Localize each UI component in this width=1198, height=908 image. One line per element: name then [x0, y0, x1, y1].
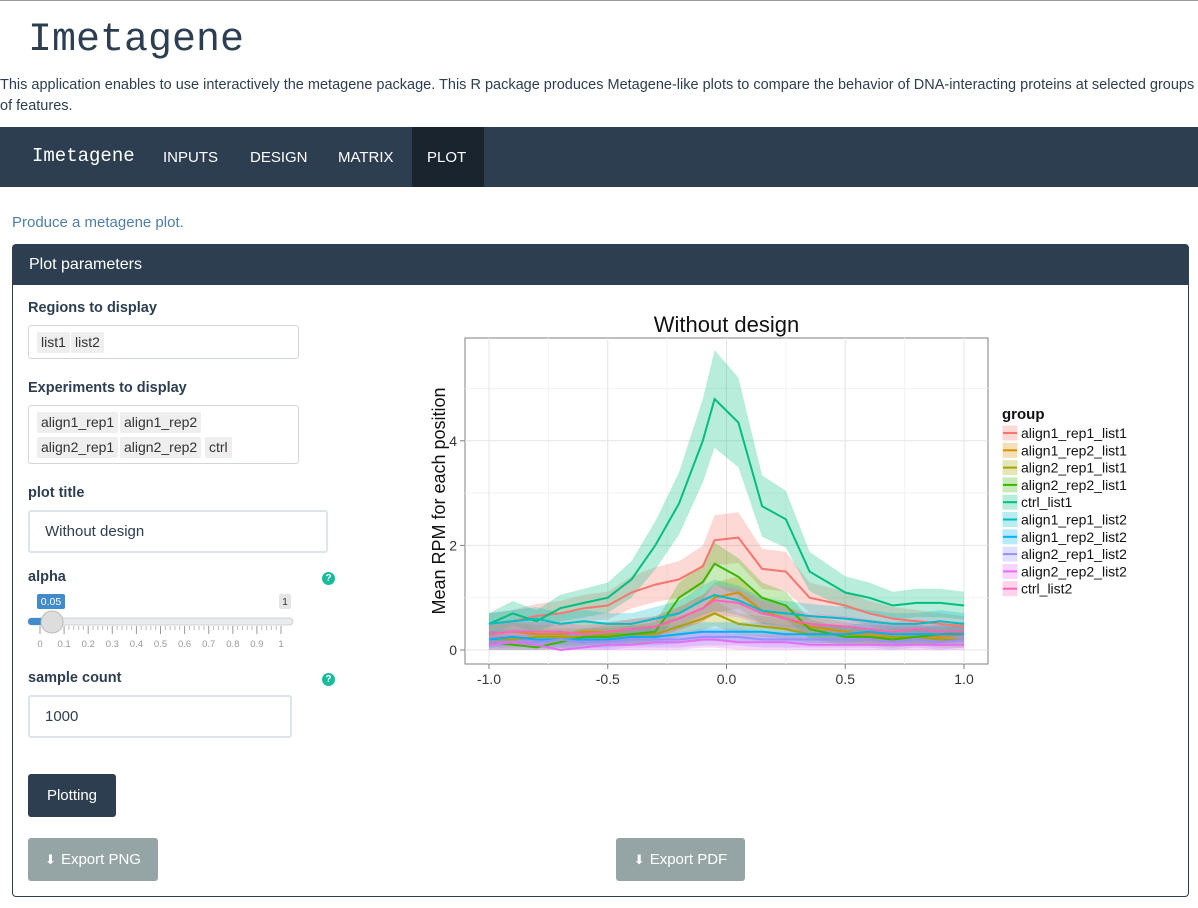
experiments-select[interactable]: align1_rep1 align1_rep2 align2_rep1 alig…: [28, 405, 299, 464]
slider-tick-label: 0: [37, 639, 42, 650]
x-tick-label: 0.0: [717, 671, 737, 687]
line-ctrl_list1: [488, 397, 965, 625]
sample-count-help-icon[interactable]: ?: [322, 673, 335, 686]
page-subtitle: Produce a metagene plot.: [12, 214, 184, 231]
export-png-button[interactable]: ⬇ Export PNG: [28, 838, 158, 881]
chart-title: Without design: [654, 312, 800, 337]
ribbon-ctrl_list1: [489, 350, 964, 635]
download-icon: ⬇: [45, 851, 56, 867]
legend-label: align1_rep2_list1: [1021, 442, 1127, 458]
legend-title: group: [1002, 406, 1045, 423]
experiment-tag[interactable]: align2_rep2: [120, 437, 202, 458]
grid: [465, 338, 988, 664]
x-tick-label: 0.5: [836, 671, 856, 687]
legend-label: ctrl_list1: [1021, 494, 1073, 510]
regions-label: Regions to display: [28, 300, 157, 316]
sample-count-input[interactable]: 1000: [28, 695, 292, 738]
tab-design[interactable]: DESIGN: [250, 149, 308, 166]
x-tick-label: -0.5: [596, 671, 620, 687]
tab-plot[interactable]: PLOT: [412, 127, 484, 187]
plot-title-label: plot title: [28, 485, 85, 501]
alpha-help-icon[interactable]: ?: [322, 572, 335, 585]
legend-label: ctrl_list2: [1021, 581, 1073, 597]
regions-select[interactable]: list1 list2: [28, 325, 299, 359]
y-tick-label: 0: [449, 642, 457, 658]
legend-label: align2_rep1_list2: [1021, 546, 1127, 562]
y-tick-label: 4: [449, 433, 457, 449]
slider-track: [27, 617, 294, 626]
ribbon-ctrl_list2: [489, 585, 964, 644]
legend-label: align1_rep2_list2: [1021, 529, 1127, 545]
navbar: Imetagene INPUTS DESIGN MATRIX PLOT: [0, 127, 1198, 187]
navbar-brand[interactable]: Imetagene: [32, 145, 135, 167]
tab-inputs[interactable]: INPUTS: [163, 149, 219, 166]
plotting-button[interactable]: Plotting: [28, 774, 116, 817]
region-tag[interactable]: list1: [37, 332, 70, 353]
legend: group align1_rep1_list1align1_rep2_list1a…: [1001, 406, 1127, 598]
slider-tick-label: 0.7: [202, 639, 215, 650]
slider-tick-label: 0.4: [130, 639, 143, 650]
legend-label: align2_rep2_list2: [1021, 563, 1127, 579]
download-icon: ⬇: [633, 851, 645, 867]
panel-title: Plot parameters: [13, 245, 1188, 285]
legend-label: align1_rep1_list1: [1021, 425, 1127, 441]
plot-title-input[interactable]: Without design: [28, 510, 328, 553]
slider-tick-label: 0.3: [106, 639, 119, 650]
experiment-tag[interactable]: align2_rep1: [37, 437, 119, 458]
x-tick-label: -1.0: [477, 671, 501, 687]
slider-tick-label: 0.5: [154, 639, 167, 650]
line-align2_rep1_list1: [489, 612, 964, 641]
plot-parameters-panel: Plot parameters: [12, 244, 1189, 897]
ribbon-align1_rep1_list2: [489, 579, 964, 635]
intro-text: This application enables to use interact…: [0, 77, 1195, 114]
slider-value: 0.05: [41, 596, 62, 608]
line-align2_rep1_list2: [489, 635, 965, 644]
alpha-label: alpha: [28, 569, 66, 585]
slider-tick-label: 0.8: [226, 639, 239, 650]
slider-tick-label: 0.1: [57, 639, 70, 650]
slider-max: 1: [282, 597, 288, 608]
slider-max-badge: [279, 594, 291, 609]
legend-label: align2_rep1_list1: [1021, 460, 1127, 476]
experiments-label: Experiments to display: [28, 380, 187, 396]
alpha-slider[interactable]: 0.05 1 0 0.1 0.2 0.3 0.4 0.5 0.6 0.7 0.8 0.9 1: [24, 590, 300, 652]
experiment-tag[interactable]: align1_rep2: [120, 412, 202, 433]
line-align1_rep1_list1: [488, 536, 965, 628]
slider-tick-label: 0.6: [178, 639, 191, 650]
line-align1_rep1_list2: [488, 594, 965, 625]
top-border: [0, 0, 1198, 1]
y-tick-label: 2: [449, 537, 457, 553]
slider-tick-label: 0.9: [250, 639, 263, 650]
experiment-tag[interactable]: align1_rep1: [37, 412, 119, 433]
ribbon-align1_rep2_list1: [489, 576, 964, 646]
line-ctrl_list2: [488, 599, 964, 636]
y-axis-label: Mean RPM for each position: [429, 387, 449, 614]
slider-value-badge: [37, 594, 65, 609]
slider-handle: [40, 610, 64, 634]
export-pdf-button[interactable]: ⬇ Export PDF: [616, 838, 745, 881]
experiment-tag[interactable]: ctrl: [205, 437, 232, 458]
x-tick-label: 1.0: [954, 671, 974, 687]
slider-tick-label: 1: [278, 639, 283, 650]
series-lines: [488, 397, 965, 652]
line-align2_rep2_list2: [488, 638, 964, 652]
tab-matrix[interactable]: MATRIX: [338, 149, 394, 166]
slider-tick-label: 0.2: [82, 639, 95, 650]
legend-label: align2_rep2_list1: [1021, 477, 1127, 493]
legend-label: align1_rep1_list2: [1021, 512, 1127, 528]
export-png-label: Export PNG: [60, 851, 141, 868]
sample-count-label: sample count: [28, 670, 122, 686]
app-title: Imetagene: [28, 18, 245, 63]
region-tag[interactable]: list2: [71, 332, 104, 353]
export-pdf-label: Export PDF: [649, 851, 728, 868]
